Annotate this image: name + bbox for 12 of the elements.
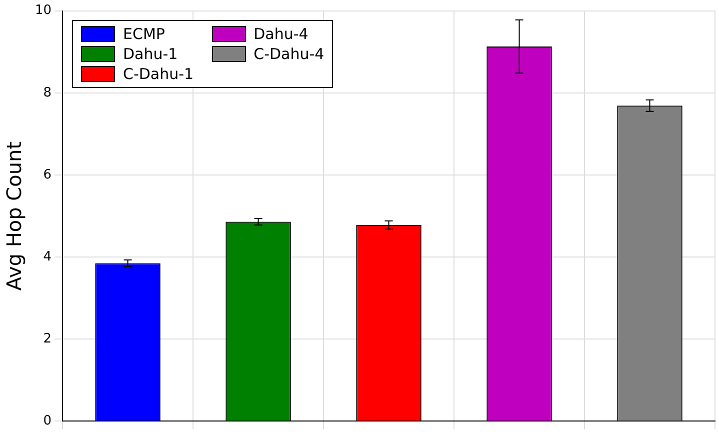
legend-label: Dahu-4 xyxy=(254,25,308,43)
y-axis-title: Avg Hop Count xyxy=(2,141,26,291)
legend-label: C-Dahu-1 xyxy=(123,65,194,83)
y-tick-label: 0 xyxy=(43,414,52,429)
legend-label: Dahu-1 xyxy=(123,45,178,63)
y-tick-label: 2 xyxy=(43,331,52,346)
legend-label: C-Dahu-4 xyxy=(254,45,324,63)
legend-label: ECMP xyxy=(123,25,165,43)
y-tick-label: 6 xyxy=(43,167,52,182)
y-tick-label: 4 xyxy=(43,249,52,264)
y-tick-label: 10 xyxy=(34,3,52,18)
y-tick-label: 8 xyxy=(43,85,52,100)
